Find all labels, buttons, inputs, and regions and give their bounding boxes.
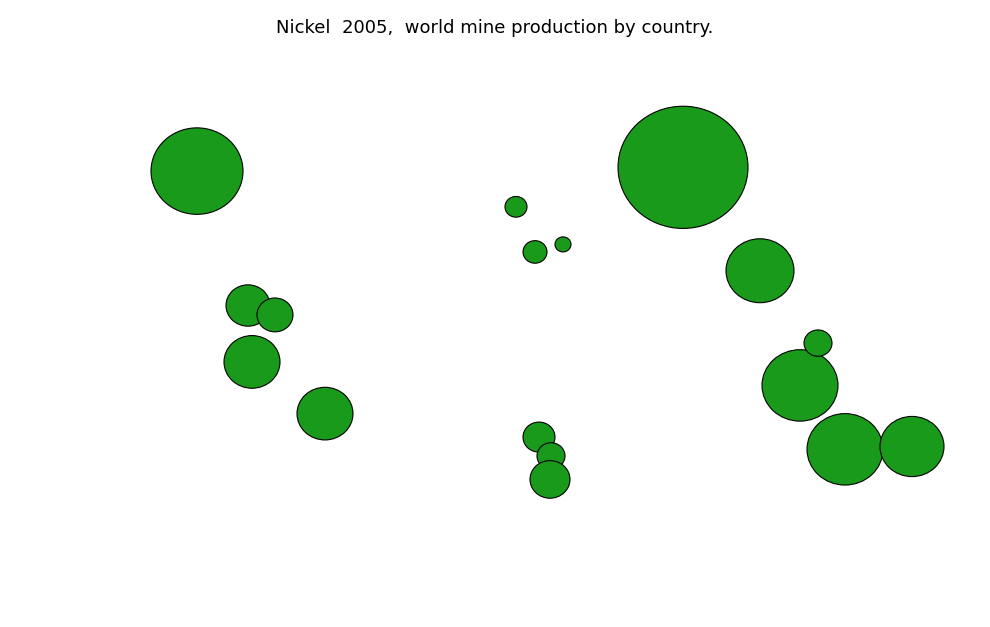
Circle shape <box>297 387 353 440</box>
Circle shape <box>807 414 883 485</box>
Circle shape <box>726 239 794 303</box>
Circle shape <box>555 237 571 252</box>
Circle shape <box>505 196 527 217</box>
Circle shape <box>226 285 270 326</box>
Circle shape <box>151 128 243 214</box>
Circle shape <box>537 443 565 469</box>
Circle shape <box>618 106 748 228</box>
Circle shape <box>257 298 293 332</box>
Circle shape <box>224 335 280 388</box>
Circle shape <box>523 241 547 263</box>
Circle shape <box>880 416 944 477</box>
Circle shape <box>804 330 832 356</box>
Circle shape <box>523 422 555 452</box>
Circle shape <box>530 461 570 498</box>
Circle shape <box>762 350 838 421</box>
Text: Nickel  2005,  world mine production by country.: Nickel 2005, world mine production by co… <box>276 19 714 37</box>
